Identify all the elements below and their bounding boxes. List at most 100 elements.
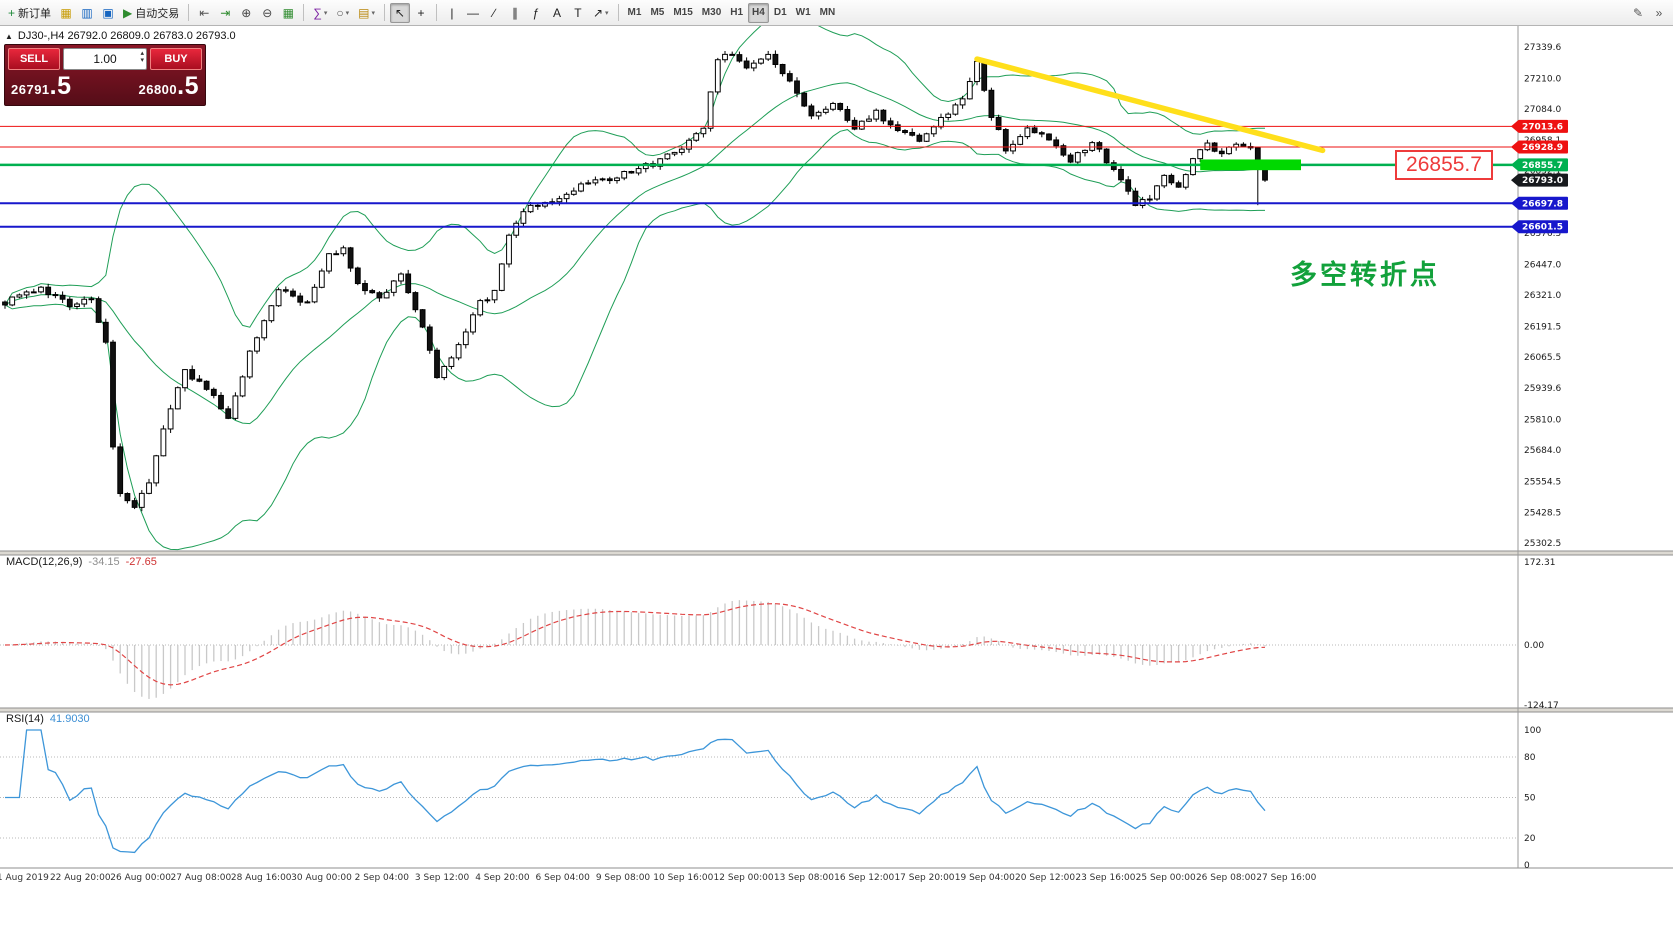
time-axis-label: 12 Sep 00:00: [714, 873, 774, 883]
vertical-line-icon[interactable]: |: [442, 3, 462, 23]
chart-profiles-icon[interactable]: ▦: [56, 3, 76, 23]
fibonacci-icon-glyph: ƒ: [532, 5, 540, 20]
market-watch-icon[interactable]: ▥: [77, 3, 97, 23]
time-axis-label: 30 Aug 00:00: [291, 873, 352, 883]
periods-icon[interactable]: ○ ▾: [332, 3, 353, 23]
pivot-zone-highlight[interactable]: [1200, 159, 1301, 171]
crosshair-icon[interactable]: +: [411, 3, 431, 23]
cursor-icon-glyph: ↖: [394, 5, 405, 20]
macd-axis-label: 172.31: [1524, 558, 1556, 568]
toolbar-item-label: M15: [673, 7, 693, 18]
pivot-price-callout[interactable]: 26855.7: [1395, 150, 1493, 180]
chart-shift-icon[interactable]: ⇤: [194, 3, 214, 23]
macd-signal-value: -27.65: [125, 556, 157, 568]
auto-scroll-icon[interactable]: ⇥: [215, 3, 235, 23]
toolbar-separator: [188, 4, 190, 21]
fibonacci-icon[interactable]: ƒ: [526, 3, 546, 23]
toolbar-separator: [617, 4, 619, 21]
current-price-badge-arrow: [1511, 174, 1518, 187]
sell-button[interactable]: SELL: [8, 48, 60, 70]
timeframe-m15[interactable]: M15: [669, 3, 696, 23]
timeframe-w1[interactable]: W1: [792, 3, 815, 23]
candlestick-series[interactable]: [2, 50, 1268, 512]
cursor-icon[interactable]: ↖: [389, 2, 410, 23]
time-axis-label: 20 Sep 12:00: [1015, 873, 1075, 883]
buy-price-frac: .5: [177, 72, 199, 100]
trendline-icon-glyph: ∕: [492, 5, 495, 20]
autotrading-button[interactable]: ▶ 自动交易: [119, 3, 183, 23]
turning-point-annotation[interactable]: 多空转折点: [1290, 260, 1440, 290]
timeframe-d1[interactable]: D1: [770, 3, 791, 23]
time-axis-label: 10 Sep 16:00: [653, 873, 713, 883]
arrows-icon[interactable]: ↗ ▾: [589, 3, 613, 23]
timeframe-h4[interactable]: H4: [748, 2, 769, 23]
data-window-icon[interactable]: ▣: [98, 3, 118, 23]
toolbar-item-label: M30: [701, 7, 722, 18]
new-order-button[interactable]: + 新订单: [4, 3, 55, 23]
macd-value: -34.15: [88, 556, 120, 568]
volume-down-icon[interactable]: ▾: [140, 57, 144, 64]
resistance-line-upper-badge: [1518, 119, 1568, 133]
bb-upper: [4, 13, 1265, 328]
macd-label: MACD(12,26,9) -34.15 -27.65: [6, 556, 157, 568]
toolbar-separator: [303, 4, 305, 21]
horizontal-line-icon[interactable]: —: [463, 3, 483, 23]
rsi-value: 41.9030: [49, 713, 90, 725]
macd-title: MACD(12,26,9): [6, 556, 83, 568]
tile-windows-icon[interactable]: ▦: [278, 3, 298, 23]
timeframe-mn[interactable]: MN: [816, 3, 840, 23]
trendline-icon[interactable]: ∕: [484, 3, 504, 23]
time-axis-label: 9 Sep 08:00: [596, 873, 651, 883]
dropdown-arrow-icon[interactable]: ▾: [345, 9, 350, 17]
zoom-out-icon-glyph: ⊖: [262, 5, 273, 20]
text-icon[interactable]: A: [547, 3, 567, 23]
indicators-icon[interactable]: ∑ ▾: [309, 3, 331, 23]
trade-panel-collapse-icon[interactable]: ▲: [5, 31, 13, 41]
toolbar-left-group: + 新订单 ▦ ▥ ▣ ▶ 自动交易 ⇤ ⇥ ⊕ ⊖ ▦ ∑ ▾ ○ ▾ ▤ ▾ ↖ + | — ∕ ∥ ƒ A T ↗ ▾ M1 M5 M1…: [4, 0, 839, 26]
timeframe-m5[interactable]: M5: [646, 3, 668, 23]
price-axis-label: 27339.6: [1524, 43, 1561, 53]
toolbar-overflow-icon[interactable]: »: [1649, 3, 1669, 23]
volume-stepper[interactable]: 1.00 ▴ ▾: [63, 48, 147, 70]
buy-price[interactable]: 26800.5: [138, 72, 199, 101]
volume-value[interactable]: 1.00: [93, 52, 117, 66]
time-axis-label: 22 Aug 20:00: [50, 873, 111, 883]
price-axis-label: 26191.5: [1524, 323, 1561, 333]
price-axis-label: 27210.0: [1524, 75, 1561, 85]
toolbar-item-label: 自动交易: [135, 7, 180, 20]
channel-icon[interactable]: ∥: [505, 3, 525, 23]
support-line-upper-badge: [1518, 196, 1568, 210]
macd-pane: 172.31 0.00 -124.17: [0, 558, 1559, 711]
indicators-icon-glyph: ∑: [313, 5, 322, 20]
time-axis-label: 6 Sep 04:00: [536, 873, 591, 883]
text-label-icon[interactable]: T: [568, 3, 588, 23]
timeframe-m30[interactable]: M30: [698, 3, 725, 23]
price-axis-label: 27084.0: [1524, 105, 1561, 115]
channel-icon-glyph: ∥: [511, 5, 518, 20]
pivot-level-line-badge: [1518, 158, 1568, 172]
timeframe-m1[interactable]: M1: [624, 3, 646, 23]
timeframe-h1[interactable]: H1: [726, 3, 747, 23]
ohlc-text: DJ30-,H4 26792.0 26809.0 26783.0 26793.0: [17, 30, 236, 42]
support-line-upper-badge-text: 26697.8: [1522, 199, 1563, 209]
toolbar-item-label: M5: [650, 7, 665, 18]
price-axis-label: 25554.5: [1524, 478, 1561, 488]
dropdown-arrow-icon[interactable]: ▾: [605, 9, 609, 17]
time-axis-label: 17 Sep 20:00: [894, 873, 954, 883]
macd-axis-label: -124.17: [1524, 701, 1559, 711]
zoom-in-icon[interactable]: ⊕: [236, 3, 256, 23]
edit-chart-icon[interactable]: ✎: [1628, 3, 1648, 23]
volume-up-icon[interactable]: ▴: [140, 50, 144, 57]
dropdown-arrow-icon[interactable]: ▾: [323, 9, 328, 17]
zoom-out-icon[interactable]: ⊖: [257, 3, 277, 23]
time-axis-label: 19 Sep 04:00: [955, 873, 1015, 883]
time-axis-label: 26 Aug 00:00: [110, 873, 171, 883]
toolbar-separator: [435, 4, 437, 21]
templates-icon[interactable]: ▤ ▾: [354, 3, 379, 23]
sell-price[interactable]: 26791.5: [11, 72, 72, 101]
buy-button[interactable]: BUY: [150, 48, 202, 70]
dropdown-arrow-icon[interactable]: ▾: [371, 9, 375, 17]
descending-trendline[interactable]: [974, 56, 1326, 154]
